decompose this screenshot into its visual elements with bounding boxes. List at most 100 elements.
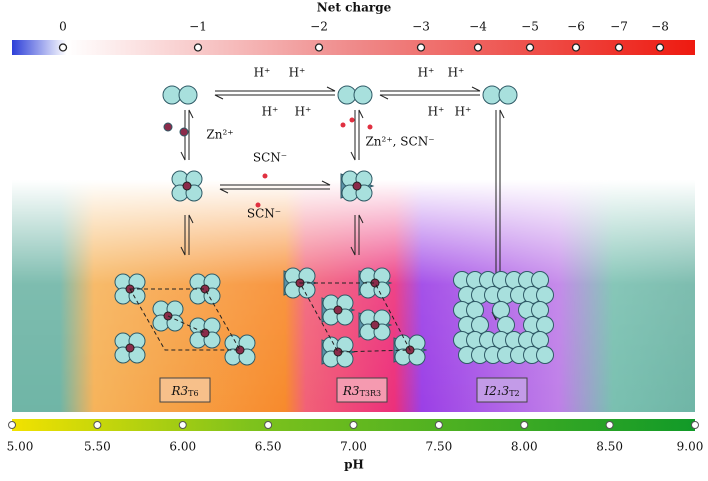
ion [255,202,261,208]
phase-box [336,377,388,403]
ph-tick-label: 8.00 [511,440,538,454]
charge-tick [525,43,535,52]
ph-tick-label: 5.50 [84,440,111,454]
charge-tick [193,43,203,52]
phase-sub: T2 [509,389,519,398]
arrow [379,94,480,100]
arrow [188,109,194,160]
reagent-label: SCN⁻ [253,151,287,165]
charge-tick [571,43,581,52]
charge-tick [58,43,68,52]
reagent-label: H⁺ [455,105,472,119]
arrow [358,214,364,255]
subunit [497,316,515,334]
ion [340,122,346,128]
charge-tick-label: −3 [412,20,430,34]
reagent-label: Zn²⁺ [206,128,233,142]
zinc [200,328,210,338]
charge-tick-label: −7 [610,20,628,34]
ph-tick [93,421,102,429]
subunit [492,301,510,319]
phase-label: R3T6 [170,384,198,399]
arrow [220,180,331,186]
reagent-label: H⁺ [295,105,312,119]
subunit [337,85,357,105]
reagent-label: H⁺ [262,105,279,119]
subunit [536,346,554,364]
subunit [471,316,489,334]
ph-tick-label: 7.50 [426,440,453,454]
subunit [163,122,173,132]
arrow [219,188,330,194]
ph-tick-label: 9.00 [677,440,704,454]
zinc [333,305,343,315]
subunit [531,301,549,319]
ph-tick [178,421,187,429]
reagent-label: H⁺ [254,66,271,80]
ph-tick [8,421,16,429]
arrow [380,86,481,92]
arrow [214,94,335,100]
reagent-label: Zn²⁺, SCN⁻ [365,135,434,149]
subunit [482,85,502,105]
axis-title: Net charge [317,1,392,15]
ph-tick-label: 6.50 [255,440,282,454]
phase-background [12,180,695,412]
ph-tick [520,421,529,429]
charge-tick [655,43,665,52]
ion [349,117,355,123]
subunit [536,286,554,304]
ph-tick [349,421,358,429]
reagent-label: H⁺ [428,105,445,119]
zinc [352,181,362,191]
zinc [370,320,380,330]
charge-tick-label: −2 [310,20,328,34]
arrow [180,215,186,256]
arrow [188,214,194,255]
charge-tick [314,43,324,52]
charge-tick-label: −8 [651,20,669,34]
subunit [531,271,549,289]
phase-sub: T6 [188,389,198,398]
subunit [162,85,182,105]
ph-tick-label: 7.00 [340,440,367,454]
lattice [129,288,241,351]
arrow [350,110,356,161]
ph-tick [691,421,699,429]
subunit [353,85,373,105]
ph-tick [264,421,273,429]
phase-name: R3 [342,384,360,398]
arrow [180,110,186,161]
ph-tick-label: 5.00 [7,440,34,454]
arrow [358,109,364,160]
arrow [215,86,336,92]
phase-box [476,377,528,403]
ph-tick-label: 6.00 [169,440,196,454]
lattice [299,282,411,353]
axis-title: pH [344,458,364,472]
subunit [531,331,549,349]
subunit [179,127,189,137]
charge-tick-label: −1 [189,20,207,34]
phase-name: I2₁3 [483,384,509,398]
ion [367,124,373,130]
phase-sub: T3R3 [360,389,382,398]
subunit [466,301,484,319]
charge-tick [614,43,624,52]
charge-bar [12,40,695,55]
subunit [178,85,198,105]
charge-tick [473,43,483,52]
charge-tick-label: 0 [59,20,67,34]
ph-tick [605,421,614,429]
phase-name: R3 [170,384,188,398]
ph-tick-label: 8.50 [596,440,623,454]
phase-label: I2₁3T2 [483,384,519,399]
charge-tick-label: −4 [469,20,487,34]
subunit [536,316,554,334]
arrow [350,215,356,256]
arrow [499,109,505,320]
charge-tick [416,43,426,52]
zinc [125,343,135,353]
charge-tick-label: −5 [521,20,539,34]
